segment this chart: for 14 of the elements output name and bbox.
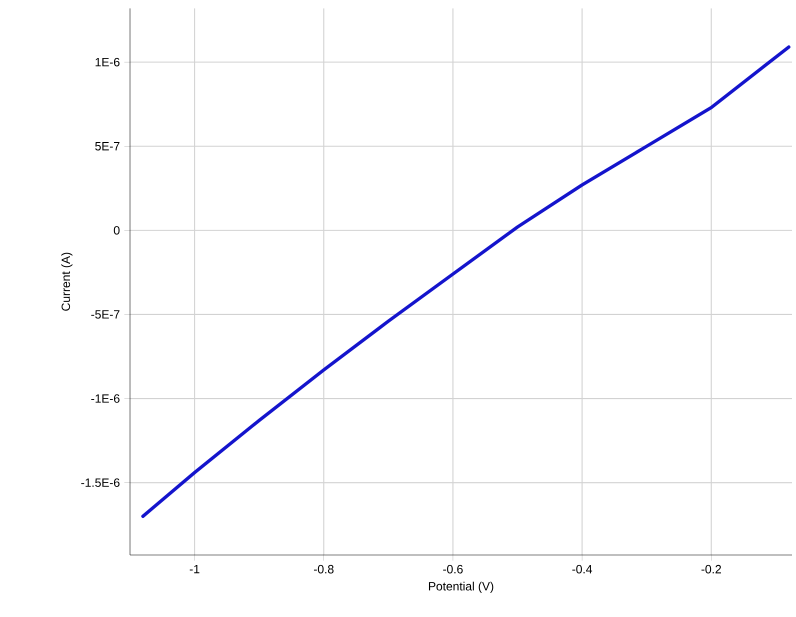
x-axis-title: Potential (V) [428,582,494,593]
line-series [141,45,790,518]
y-tick-label: -5E-7 [91,310,120,319]
x-tick-label: -0.6 [443,564,463,574]
x-tick-label: -0.2 [701,564,721,574]
x-tick-label: -0.4 [572,564,592,574]
y-axis-title: Current (A) [61,252,72,311]
x-tick-label: -0.8 [314,564,334,574]
y-tick-label: 0 [114,226,120,235]
y-tick-label: 5E-7 [95,142,120,150]
y-tick-label: -1.5E-6 [81,478,120,487]
y-tick-label: -1E-6 [91,394,120,403]
y-tick-label: 1E-6 [96,58,120,66]
x-tick-label: -1 [190,564,200,574]
